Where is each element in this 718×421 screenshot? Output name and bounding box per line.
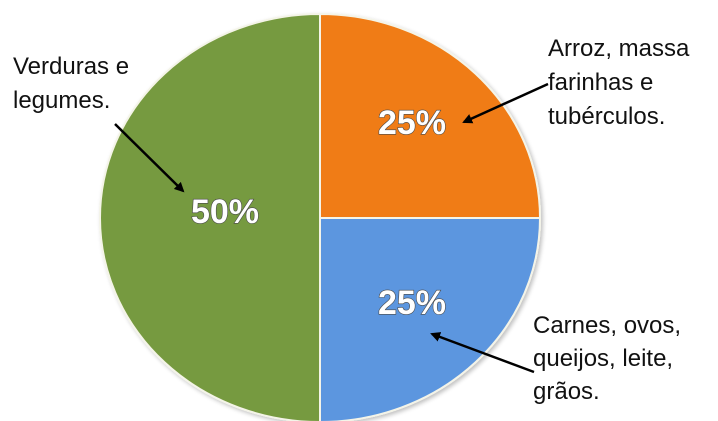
arrow-arroz	[462, 82, 549, 124]
pie-slice-carnes	[319, 217, 542, 421]
slice-label-arroz: Arroz, massa farinhas e tubérculos.	[548, 35, 696, 130]
slice-label-verduras: Verduras e legumes.	[13, 53, 136, 114]
slice-label-carnes: Carnes, ovos, queijos, leite, grãos.	[533, 312, 688, 405]
pie-slice-verduras	[99, 12, 321, 421]
slice-value-arroz: 25%	[378, 104, 446, 142]
arrow-verduras	[114, 123, 185, 193]
arrow-carnes	[430, 332, 535, 374]
pie-slice-arroz	[319, 12, 542, 219]
pie-slices	[99, 12, 542, 421]
slice-value-verduras: 50%	[191, 193, 259, 231]
slice-value-carnes: 25%	[378, 284, 446, 322]
